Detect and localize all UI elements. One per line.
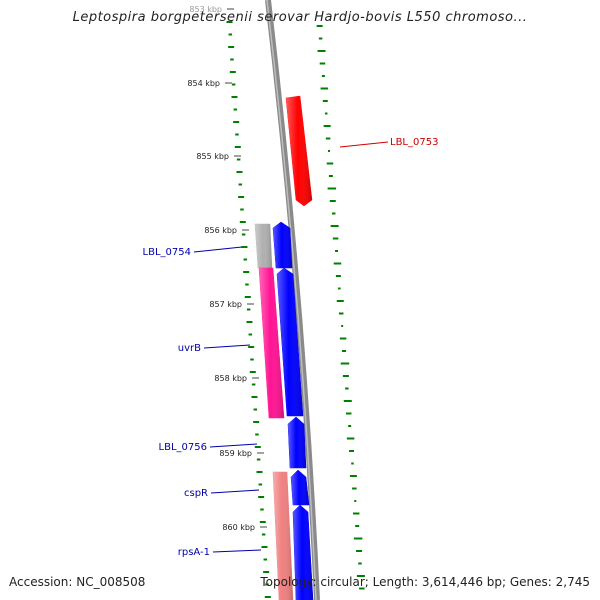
- ruler-label: 860 kbp: [222, 523, 255, 532]
- gene-feature[interactable]: [276, 267, 304, 417]
- chromosome-backbone: [265, 0, 320, 600]
- ruler-label: 857 kbp: [209, 300, 242, 309]
- gene-label-leader: [203, 344, 251, 349]
- gene-arrow-shading: [259, 268, 284, 418]
- ruler-label: 854 kbp: [187, 79, 220, 88]
- map-title: Leptospira borgpetersenii serovar Hardjo…: [72, 10, 528, 25]
- gene-feature[interactable]: [285, 95, 313, 207]
- gene-label-leader: [209, 443, 258, 448]
- chromosome-backbone-highlight: [266, 0, 317, 600]
- ruler-label: 855 kbp: [196, 152, 229, 161]
- gene-arrow-shading: [293, 505, 313, 600]
- gene-arrow-shading: [277, 268, 303, 416]
- ruler-label: 853 kbp: [189, 5, 222, 14]
- gene-arrow-shading: [273, 222, 292, 268]
- gene-label[interactable]: LBL_0753: [390, 137, 438, 148]
- gene-label[interactable]: cspR: [184, 488, 208, 499]
- gene-label-leader: [212, 549, 262, 553]
- gene-feature[interactable]: [290, 469, 310, 506]
- gene-feature[interactable]: [254, 223, 273, 269]
- ruler-label: 858 kbp: [214, 374, 247, 383]
- gene-feature[interactable]: [287, 416, 307, 469]
- gene-arrow-shading: [255, 224, 272, 268]
- gene-label-leader: [193, 246, 243, 253]
- gene-label-leader: [339, 141, 389, 148]
- gene-arrow-shading: [288, 417, 306, 468]
- gene-arrow-shading: [273, 472, 293, 600]
- gene-label[interactable]: rpsA-1: [178, 547, 210, 558]
- gene-label[interactable]: LBL_0754: [143, 247, 191, 258]
- gene-feature[interactable]: [272, 221, 293, 269]
- gene-feature[interactable]: [292, 504, 314, 600]
- accession-text: Accession: NC_008508: [9, 575, 146, 589]
- gene-arrow-shading: [286, 96, 312, 206]
- coordinate-ruler: 853 kbp 854 kbp 855 kbp 856 kbp 857 kbp 858 k…: [187, 5, 267, 532]
- gene-feature[interactable]: [258, 267, 285, 419]
- ruler-label: 856 kbp: [204, 226, 237, 235]
- gene-feature[interactable]: [272, 471, 294, 600]
- gene-labels: LBL_0753 LBL_0754 uvrB LBL_0756 cspR rpsA-1: [143, 137, 439, 558]
- gene-label[interactable]: LBL_0756: [159, 442, 207, 453]
- genome-summary: Topology: circular; Length: 3,614,446 bp…: [260, 575, 590, 589]
- gene-arrow-shading: [291, 470, 309, 505]
- gene-track: [254, 95, 314, 600]
- gene-label[interactable]: uvrB: [178, 343, 201, 354]
- gc-content-track: [226, 21, 365, 598]
- ruler-label: 859 kbp: [219, 449, 252, 458]
- gene-label-leader: [210, 489, 260, 494]
